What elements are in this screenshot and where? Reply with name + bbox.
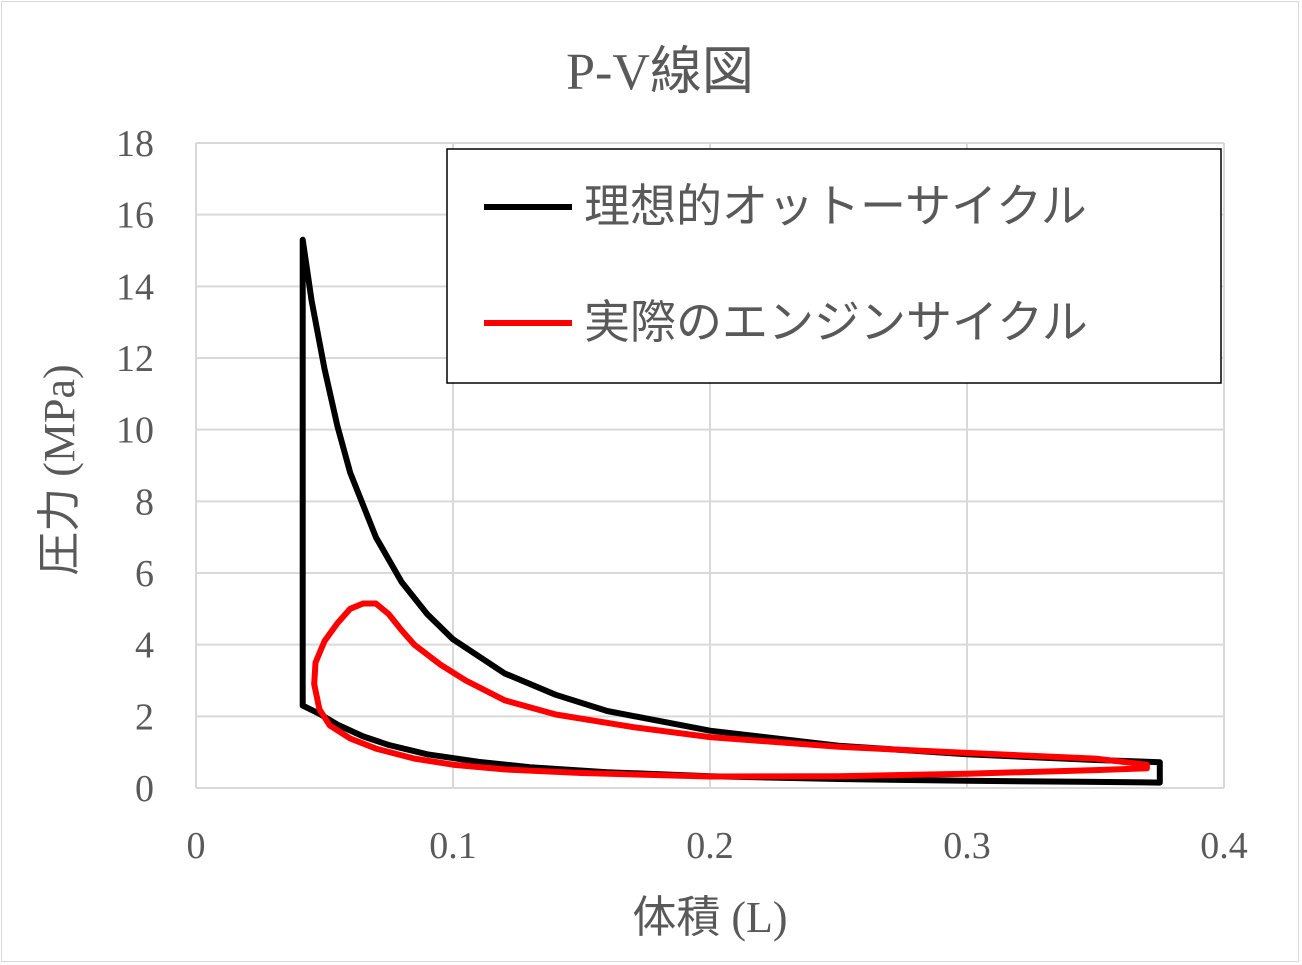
legend-label-actual: 実際のエンジンサイクル (584, 295, 1088, 349)
legend-label-ideal: 理想的オットーサイクル (584, 179, 1087, 233)
y-axis-label: 圧力 (MPa) (35, 364, 84, 575)
y-tick-label: 18 (116, 123, 154, 165)
y-tick-label: 2 (135, 696, 154, 738)
x-tick-label: 0.1 (429, 825, 477, 867)
chart-title: P-V線図 (566, 44, 754, 101)
y-tick-label: 12 (116, 338, 154, 380)
y-tick-label: 10 (116, 410, 154, 452)
y-tick-label: 4 (135, 625, 154, 667)
y-tick-label: 6 (135, 553, 154, 595)
x-tick-label: 0 (187, 825, 206, 867)
x-tick-label: 0.4 (1200, 825, 1248, 867)
series-line-actual-engine (311, 600, 1150, 780)
x-tick-label: 0.3 (943, 825, 991, 867)
series-group (299, 236, 1163, 786)
x-axis-label: 体積 (L) (632, 893, 787, 942)
x-tick-label: 0.2 (686, 825, 734, 867)
x-ticks: 0 0.1 0.2 0.3 0.4 (187, 825, 1248, 867)
legend: 理想的オットーサイクル 実際のエンジンサイクル (446, 148, 1222, 384)
y-tick-label: 8 (135, 481, 154, 523)
y-tick-label: 16 (116, 195, 154, 237)
y-tick-label: 14 (116, 266, 154, 308)
y-tick-label: 0 (135, 768, 154, 810)
legend-box (446, 148, 1222, 384)
y-ticks: 0 2 4 6 8 10 12 14 16 18 (116, 123, 154, 810)
